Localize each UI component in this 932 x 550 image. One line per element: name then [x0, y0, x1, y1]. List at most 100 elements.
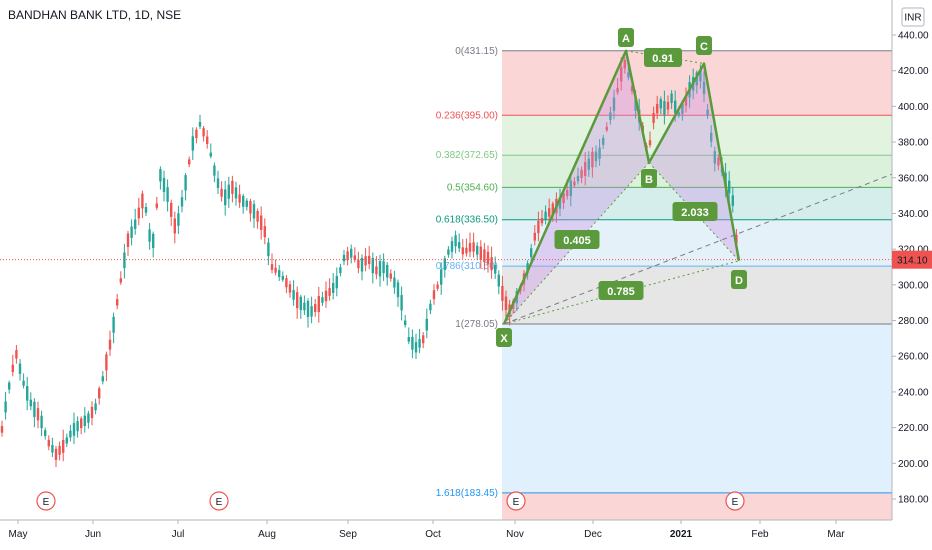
harmonic-point-a: [618, 28, 634, 47]
fib-label: 0.236(395.00): [436, 110, 498, 121]
candle-body: [699, 70, 702, 82]
fib-label: 1(278.05): [455, 319, 498, 330]
candle-body: [155, 203, 158, 208]
candle-body: [551, 203, 554, 215]
candle-body: [648, 140, 652, 146]
candle-body: [227, 184, 230, 199]
candle-body: [630, 85, 634, 92]
harmonic-ratio-badge: [554, 230, 600, 249]
candle-body: [548, 208, 551, 217]
currency-label: INR: [904, 13, 921, 24]
candle-body: [436, 284, 439, 289]
candle-body: [422, 335, 425, 344]
candle-body: [202, 128, 205, 137]
currency-badge[interactable]: [901, 7, 925, 27]
candle-body: [609, 112, 612, 120]
x-tick-label: Dec: [584, 529, 602, 540]
candle-body: [357, 260, 360, 269]
harmonic-ratio-badge: [672, 202, 718, 221]
candle-body: [105, 354, 108, 371]
x-tick-label: Mar: [827, 529, 845, 540]
candle-body: [134, 219, 137, 229]
harmonic-point-x: [496, 328, 512, 347]
fib-zone: [502, 115, 892, 156]
harmonic-point-b: [641, 169, 657, 188]
candle-body: [497, 274, 500, 287]
y-tick-label: 440.00: [898, 31, 929, 42]
candle-body: [378, 261, 382, 277]
candle-body: [443, 258, 446, 271]
x-tick-label: Feb: [751, 529, 769, 540]
earnings-marker[interactable]: [725, 491, 745, 511]
candle-body: [242, 195, 245, 207]
candle-body: [342, 254, 346, 262]
earnings-marker[interactable]: [506, 491, 526, 511]
candle-body: [450, 241, 454, 252]
candle-body: [310, 306, 313, 317]
candle-body: [364, 256, 367, 266]
candle-body: [11, 364, 14, 372]
candle-body: [144, 207, 148, 213]
candle-body: [216, 178, 220, 188]
y-tick-label: 200.00: [898, 459, 929, 470]
candle-body: [292, 289, 295, 300]
candle-body: [371, 257, 374, 274]
candle-body: [490, 257, 493, 271]
candle-body: [382, 261, 385, 274]
candle-body: [573, 181, 576, 186]
candle-body: [180, 197, 184, 207]
candle-body: [652, 113, 655, 123]
candle-body: [83, 415, 86, 427]
candle-body: [706, 109, 709, 116]
fib-zone: [502, 492, 892, 520]
candle-body: [306, 300, 310, 317]
earnings-marker-label: E: [43, 497, 50, 508]
candle-body: [360, 258, 364, 272]
candle-body: [616, 88, 619, 93]
y-tick-label: 220.00: [898, 423, 929, 434]
candle-body: [710, 132, 713, 142]
candle-body: [321, 297, 324, 303]
candle-body: [656, 104, 659, 114]
candle-body: [274, 267, 277, 273]
candle-body: [584, 162, 587, 177]
candle-body: [332, 282, 335, 294]
earnings-marker[interactable]: [209, 491, 229, 511]
candle-body: [173, 218, 176, 234]
candle-body: [386, 265, 389, 278]
candle-body: [137, 207, 140, 219]
candle-body: [76, 421, 79, 432]
candle-body: [533, 232, 536, 241]
earnings-marker[interactable]: [36, 491, 56, 511]
candle-body: [375, 266, 378, 275]
candle-body: [400, 295, 403, 311]
candle-body: [411, 336, 414, 350]
candle-body: [188, 159, 191, 165]
candle-body: [540, 217, 544, 224]
candle-body: [414, 342, 418, 353]
y-tick-label: 400.00: [898, 102, 929, 113]
candle-body: [90, 406, 94, 419]
y-tick-label: 340.00: [898, 209, 929, 220]
x-tick-label: 2021: [670, 529, 693, 540]
candle-body: [220, 188, 223, 197]
y-tick-label: 240.00: [898, 387, 929, 398]
candle-body: [404, 320, 407, 326]
candle-body: [123, 252, 126, 269]
candle-body: [591, 151, 594, 168]
y-tick-label: 280.00: [898, 316, 929, 327]
candle-body: [576, 175, 580, 182]
harmonic-ratio-label: 0.405: [563, 235, 591, 247]
harmonic-point-label: D: [735, 275, 743, 287]
candle-body: [36, 408, 40, 421]
candle-body: [267, 242, 270, 257]
candle-body: [119, 278, 122, 283]
candle-body: [152, 233, 155, 249]
harmonic-ratio-badge: [644, 48, 682, 67]
candle-body: [486, 251, 490, 265]
candle-body: [346, 251, 349, 261]
candle-body: [530, 248, 533, 258]
candle-body: [684, 95, 688, 106]
candle-body: [468, 242, 472, 252]
